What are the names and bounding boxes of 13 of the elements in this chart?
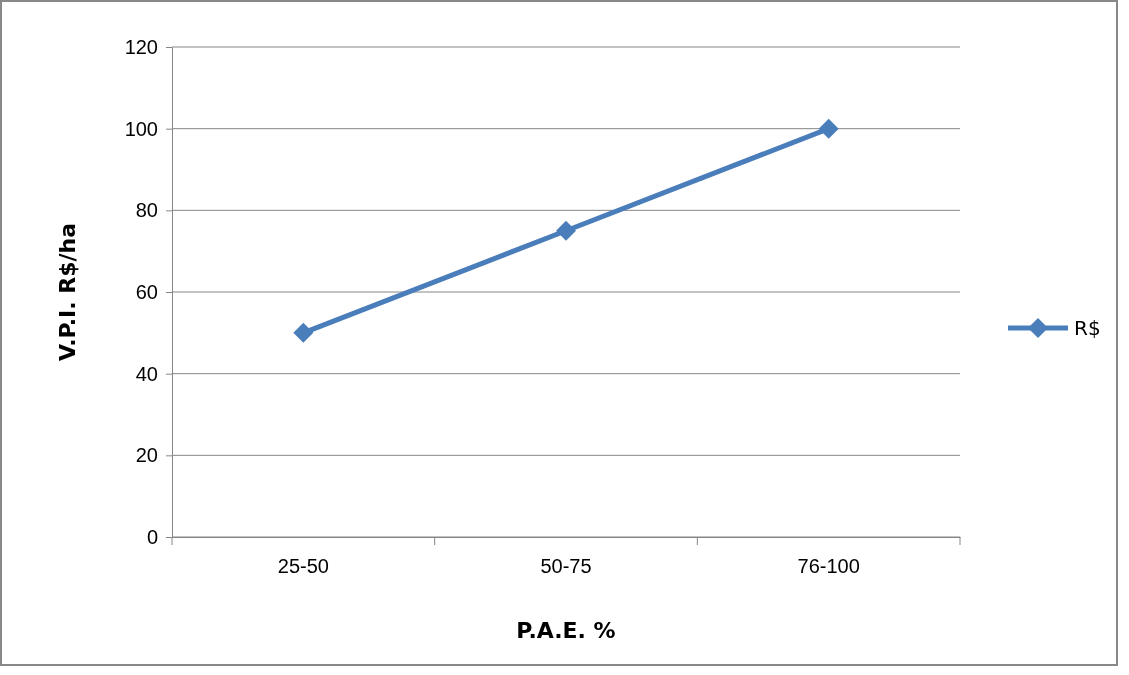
y-tick-label: 120	[124, 35, 158, 58]
x-tick-label: 76-100	[797, 555, 860, 578]
y-tick-label: 20	[135, 444, 158, 467]
y-tick-label: 80	[135, 199, 158, 222]
y-tick-label: 100	[124, 117, 158, 140]
x-tick-label: 25-50	[277, 555, 329, 578]
y-tick-label: 60	[135, 280, 158, 303]
x-tick-label: 50-75	[540, 555, 592, 578]
x-axis-title: P.A.E. %	[516, 618, 616, 643]
legend-label: R$	[1074, 316, 1101, 340]
y-axis-title: V.P.I. R$/ha	[55, 223, 80, 361]
y-tick-label: 0	[146, 525, 158, 548]
y-tick-label: 40	[135, 362, 158, 385]
